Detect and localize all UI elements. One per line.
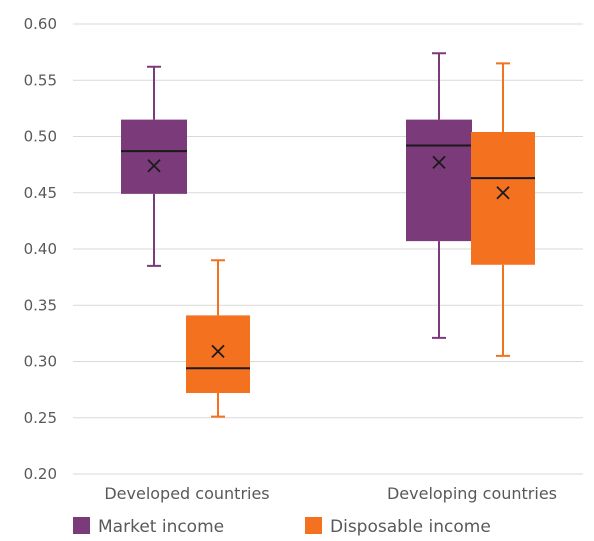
y-tick-label: 0.25 xyxy=(24,409,57,427)
legend: Market income Disposable income xyxy=(73,517,491,537)
iqr-box xyxy=(186,315,250,393)
legend-item: Disposable income xyxy=(305,517,491,537)
box-disposable-income-0 xyxy=(186,259,250,418)
legend-swatch xyxy=(73,517,90,534)
box-series xyxy=(121,52,535,418)
y-axis-ticks: 0.20 0.25 0.30 0.35 0.40 0.45 0.50 0.55 0.60 xyxy=(24,15,57,483)
y-tick-label: 0.50 xyxy=(24,128,57,146)
legend-label: Disposable income xyxy=(330,517,491,537)
y-tick-label: 0.45 xyxy=(24,184,57,202)
box-disposable-income-1 xyxy=(471,62,535,357)
y-tick-label: 0.30 xyxy=(24,353,57,371)
x-axis-categories: Developed countries Developing countries xyxy=(104,484,557,503)
y-tick-label: 0.35 xyxy=(24,296,57,314)
mean-marker xyxy=(147,159,161,173)
y-tick-label: 0.55 xyxy=(24,71,57,89)
y-tick-label: 0.60 xyxy=(24,15,57,33)
mean-marker xyxy=(496,186,510,200)
y-tick-label: 0.20 xyxy=(24,465,57,483)
mean-marker xyxy=(211,344,225,359)
y-tick-label: 0.40 xyxy=(24,240,57,258)
iqr-box xyxy=(121,119,187,194)
legend-label: Market income xyxy=(98,517,224,537)
legend-item: Market income xyxy=(73,517,224,537)
box-market-income-0 xyxy=(121,65,187,267)
legend-swatch xyxy=(305,517,322,534)
iqr-box xyxy=(406,119,472,242)
x-category-label: Developing countries xyxy=(387,484,557,503)
box-market-income-1 xyxy=(406,52,472,339)
x-category-label: Developed countries xyxy=(104,484,269,503)
iqr-box xyxy=(471,132,535,265)
mean-marker xyxy=(432,155,446,170)
